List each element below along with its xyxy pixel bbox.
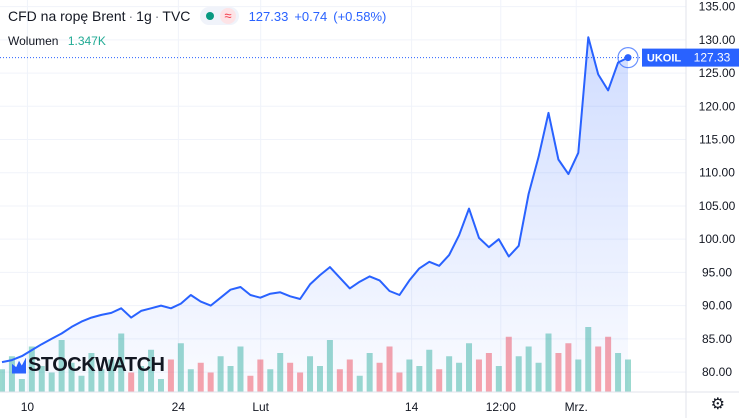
volume-value: 1.347K <box>67 34 106 48</box>
symbol-tag-text: UKOIL <box>647 53 682 65</box>
y-tick-label: 105.00 <box>699 199 736 213</box>
price-line <box>1 36 629 364</box>
x-tick-label: 10 <box>21 400 35 414</box>
last-point <box>624 54 632 62</box>
gear-icon[interactable]: ⚙ <box>710 396 725 413</box>
last-price: 127.33 <box>248 8 289 24</box>
y-tick-label: 130.00 <box>699 33 736 47</box>
symbol-tag <box>642 48 686 67</box>
y-tick-label: 85.00 <box>702 332 732 346</box>
y-tick-label: 100.00 <box>699 232 736 246</box>
y-tick-label: 115.00 <box>699 133 735 147</box>
y-tick-label: 135.00 <box>699 0 736 14</box>
separator: · <box>154 8 160 24</box>
x-tick-label: 14 <box>405 400 419 414</box>
source-label: TVC <box>162 8 191 24</box>
interval-label[interactable]: 1g <box>136 8 152 24</box>
price-area <box>2 37 628 392</box>
y-tick-label: 125.00 <box>699 66 736 80</box>
separator: · <box>128 8 134 24</box>
logo-text: STOCKWATCH <box>28 354 165 376</box>
price-change-percent: (+0.58%) <box>333 8 387 24</box>
price-tag-text: 127.33 <box>694 51 731 65</box>
y-tick-label: 120.00 <box>699 99 736 113</box>
y-tick-label: 110.00 <box>699 166 735 180</box>
price-series-line <box>1 36 629 364</box>
x-tick-label: 24 <box>172 400 186 414</box>
x-tick-label: Mrz. <box>565 400 588 414</box>
y-tick-label: 90.00 <box>702 299 732 313</box>
y-tick-label: 95.00 <box>702 265 732 279</box>
last-point-ring <box>617 47 639 69</box>
price-tag <box>686 48 739 67</box>
last-price-label: UKOIL 127.33 <box>0 47 739 69</box>
stockwatch-logo: STOCKWATCH <box>12 354 165 377</box>
price-change: +0.74 <box>294 8 328 24</box>
volume-legend: Wolumen 1.347K <box>8 34 106 48</box>
market-open-dot-icon <box>206 12 215 20</box>
x-tick-label: 12:00 <box>486 400 516 414</box>
volume-label[interactable]: Wolumen <box>8 34 59 48</box>
price-area-fill <box>2 37 628 392</box>
y-tick-label: 80.00 <box>702 365 732 379</box>
market-status-toggle[interactable]: ≈ <box>200 7 239 25</box>
logo-chart-icon <box>12 357 26 374</box>
x-tick-label: Lut <box>252 400 269 414</box>
chart-legend: CFD na ropę Brent · 1g · TVC ≈ 127.33 +0… <box>8 7 386 25</box>
symbol-title[interactable]: CFD na ropę Brent <box>8 8 126 24</box>
wave-icon: ≈ <box>220 8 236 24</box>
